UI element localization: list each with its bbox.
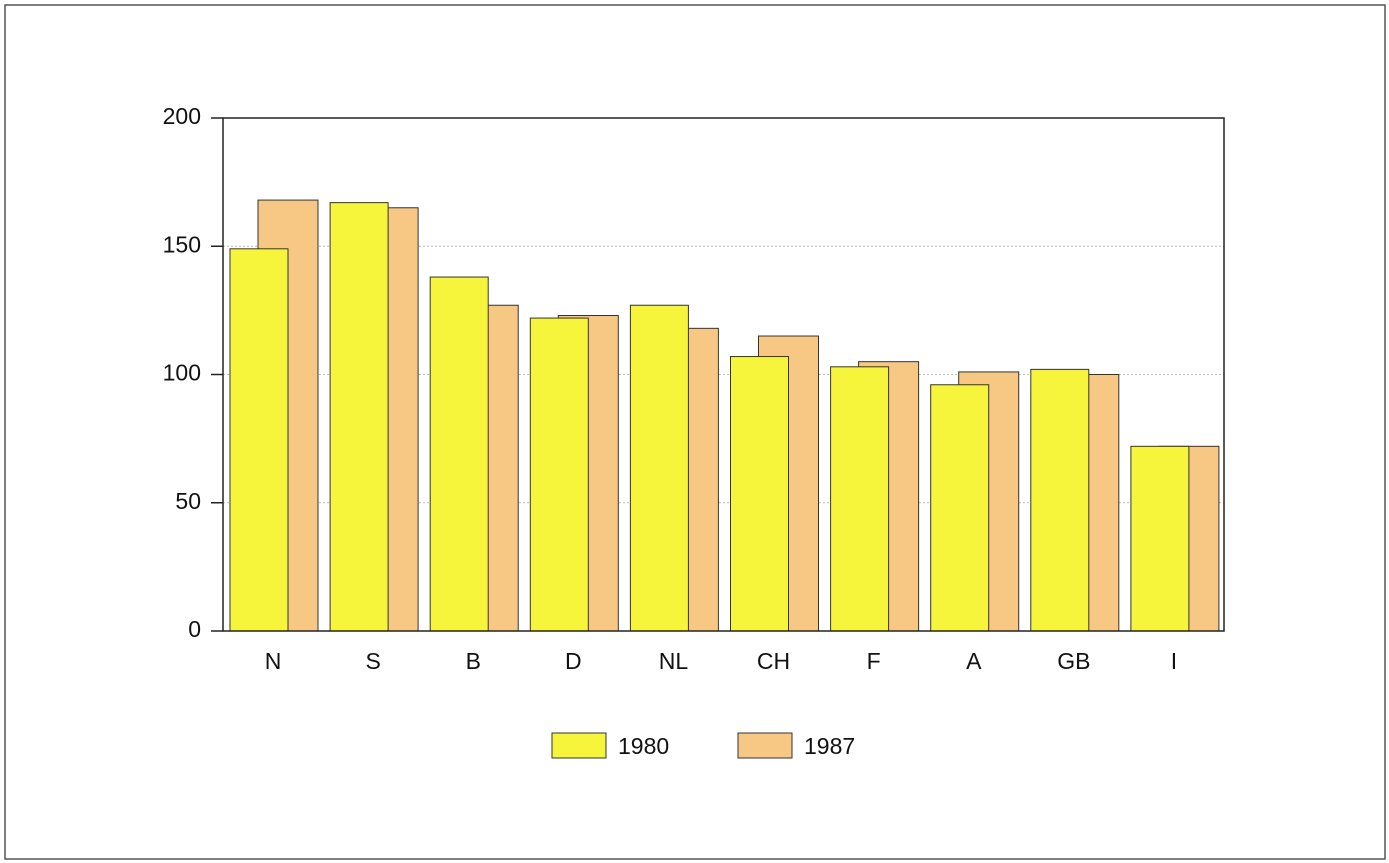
legend-label: 1980 (618, 733, 669, 759)
frame (4, 4, 1386, 860)
x-tick-label: A (966, 648, 982, 674)
bar (1130, 445, 1190, 632)
x-tick-label: GB (1057, 648, 1090, 674)
x-tick-label: NL (659, 648, 689, 674)
y-tick-label: 0 (188, 616, 201, 642)
plot-frame (222, 117, 1225, 632)
bar (429, 276, 489, 632)
legend-swatch (551, 732, 607, 759)
legend-label: 1987 (804, 733, 855, 759)
bar (329, 202, 389, 632)
x-tick-label: CH (757, 648, 790, 674)
legend-swatch (737, 732, 793, 759)
bar (1030, 368, 1090, 632)
bar (830, 366, 890, 632)
x-tick-label: S (365, 648, 380, 674)
bar (629, 304, 689, 632)
y-tick-label: 200 (163, 103, 201, 129)
bar (730, 356, 789, 632)
y-tick-label: 150 (163, 231, 201, 257)
bar (930, 384, 990, 632)
x-tick-label: F (867, 648, 881, 674)
bar (529, 317, 589, 632)
y-tick-label: 50 (175, 488, 201, 514)
bar (229, 248, 289, 632)
x-tick-label: N (265, 648, 282, 674)
y-tick-label: 100 (163, 360, 201, 386)
x-tick-label: I (1171, 648, 1177, 674)
x-tick-label: B (466, 648, 481, 674)
x-tick-label: D (565, 648, 582, 674)
